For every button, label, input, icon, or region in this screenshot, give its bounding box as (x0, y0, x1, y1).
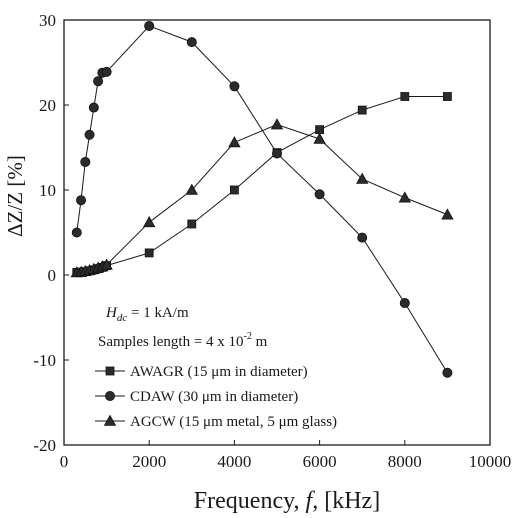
data-point-triangle (398, 191, 411, 203)
y-tick-label: -20 (33, 436, 56, 455)
plot-frame (63, 19, 491, 446)
data-point-square (357, 105, 367, 115)
legend-label: AGCW (15 μm metal, 5 μm glass) (130, 414, 337, 430)
data-point-triangle (441, 208, 454, 220)
legend-label: CDAW (30 μm in diameter) (130, 389, 298, 405)
legend-marker-square (105, 366, 115, 376)
data-point-circle (101, 66, 112, 77)
data-point-square (315, 125, 325, 135)
series-triangle (70, 118, 454, 278)
annotation-samples-length: Samples length = 4 x 10-2 m (98, 331, 268, 350)
x-tick-label: 2000 (132, 452, 166, 471)
data-point-circle (357, 232, 368, 243)
legend-item: AGCW (15 μm metal, 5 μm glass) (95, 414, 337, 430)
series-layer (70, 20, 454, 378)
data-point-circle (314, 189, 325, 200)
legend: AWAGR (15 μm in diameter) CDAW (30 μm in … (95, 364, 337, 430)
data-point-triangle (356, 172, 369, 184)
y-tick-label: 10 (39, 181, 56, 200)
data-point-circle (71, 227, 82, 238)
plot-border (63, 19, 491, 446)
series-line (76, 96, 448, 273)
data-point-circle (442, 367, 453, 378)
data-point-circle (271, 148, 282, 159)
series-line (76, 25, 448, 374)
series-line (76, 124, 448, 273)
annotation-hdc: Hdc = 1 kA/m (105, 305, 189, 324)
data-point-triangle (185, 183, 198, 195)
y-tick-label: 0 (48, 266, 57, 285)
data-point-square (144, 248, 154, 258)
data-point-triangle (100, 258, 113, 270)
legend-marker-circle (105, 390, 116, 401)
data-point-square (442, 92, 452, 101)
data-point-circle (229, 81, 240, 92)
data-point-triangle (228, 136, 241, 148)
data-point-triangle (270, 118, 284, 130)
data-point-triangle (143, 215, 156, 228)
annotations: Hdc = 1 kA/m Samples length = 4 x 10-2 m (98, 305, 268, 350)
x-tick-label: 0 (60, 452, 69, 471)
y-tick-label: 30 (39, 11, 56, 30)
data-point-circle (84, 129, 95, 140)
data-point-square (400, 92, 410, 101)
legend-marker-triangle (103, 414, 117, 426)
x-tick-label: 10000 (469, 452, 512, 471)
x-axis-title: Frequency, f, [kHz] (194, 488, 380, 514)
series-circle (71, 20, 453, 378)
y-tick-label: 20 (39, 96, 56, 115)
x-tick-label: 8000 (388, 452, 422, 471)
x-tick-label: 4000 (217, 452, 251, 471)
data-point-square (229, 185, 239, 195)
legend-item: AWAGR (15 μm in diameter) (95, 364, 308, 380)
data-point-triangle (313, 132, 326, 144)
legend-label: AWAGR (15 μm in diameter) (130, 364, 308, 380)
data-point-circle (80, 156, 91, 167)
ticks: 0 2000 4000 6000 8000 10000 -20 -10 0 10 20 30 (33, 11, 511, 471)
x-tick-label: 6000 (303, 452, 337, 471)
data-point-circle (76, 195, 87, 206)
y-tick-label: -10 (33, 351, 56, 370)
data-point-circle (186, 37, 197, 48)
y-axis-title: ΔZ/Z [%] (3, 155, 27, 237)
data-point-circle (144, 20, 155, 31)
data-point-circle (88, 102, 99, 113)
data-point-circle (93, 76, 104, 87)
series-square (72, 92, 452, 277)
data-point-square (187, 219, 197, 229)
data-point-circle (399, 298, 410, 309)
legend-item: CDAW (30 μm in diameter) (95, 389, 298, 405)
